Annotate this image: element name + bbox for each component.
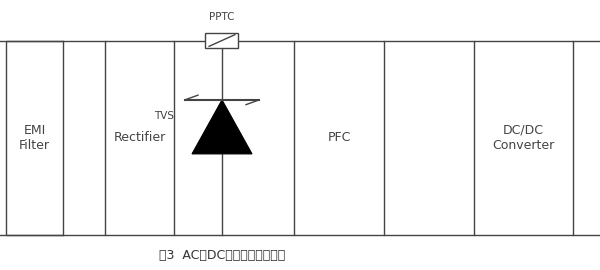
Bar — [294, 40, 384, 235]
Text: EMI
Filter: EMI Filter — [19, 124, 50, 152]
Bar — [6, 40, 63, 235]
Bar — [105, 40, 174, 235]
Text: DC/DC
Converter: DC/DC Converter — [493, 124, 554, 152]
Text: 图3  AC转DC后防护电路示意图: 图3 AC转DC后防护电路示意图 — [159, 249, 285, 262]
Text: PFC: PFC — [328, 131, 350, 144]
Text: PPTC: PPTC — [209, 12, 235, 22]
Text: TVS: TVS — [154, 111, 174, 121]
Bar — [474, 40, 573, 235]
Text: Rectifier: Rectifier — [113, 131, 166, 144]
Bar — [205, 33, 238, 48]
Polygon shape — [192, 100, 252, 154]
